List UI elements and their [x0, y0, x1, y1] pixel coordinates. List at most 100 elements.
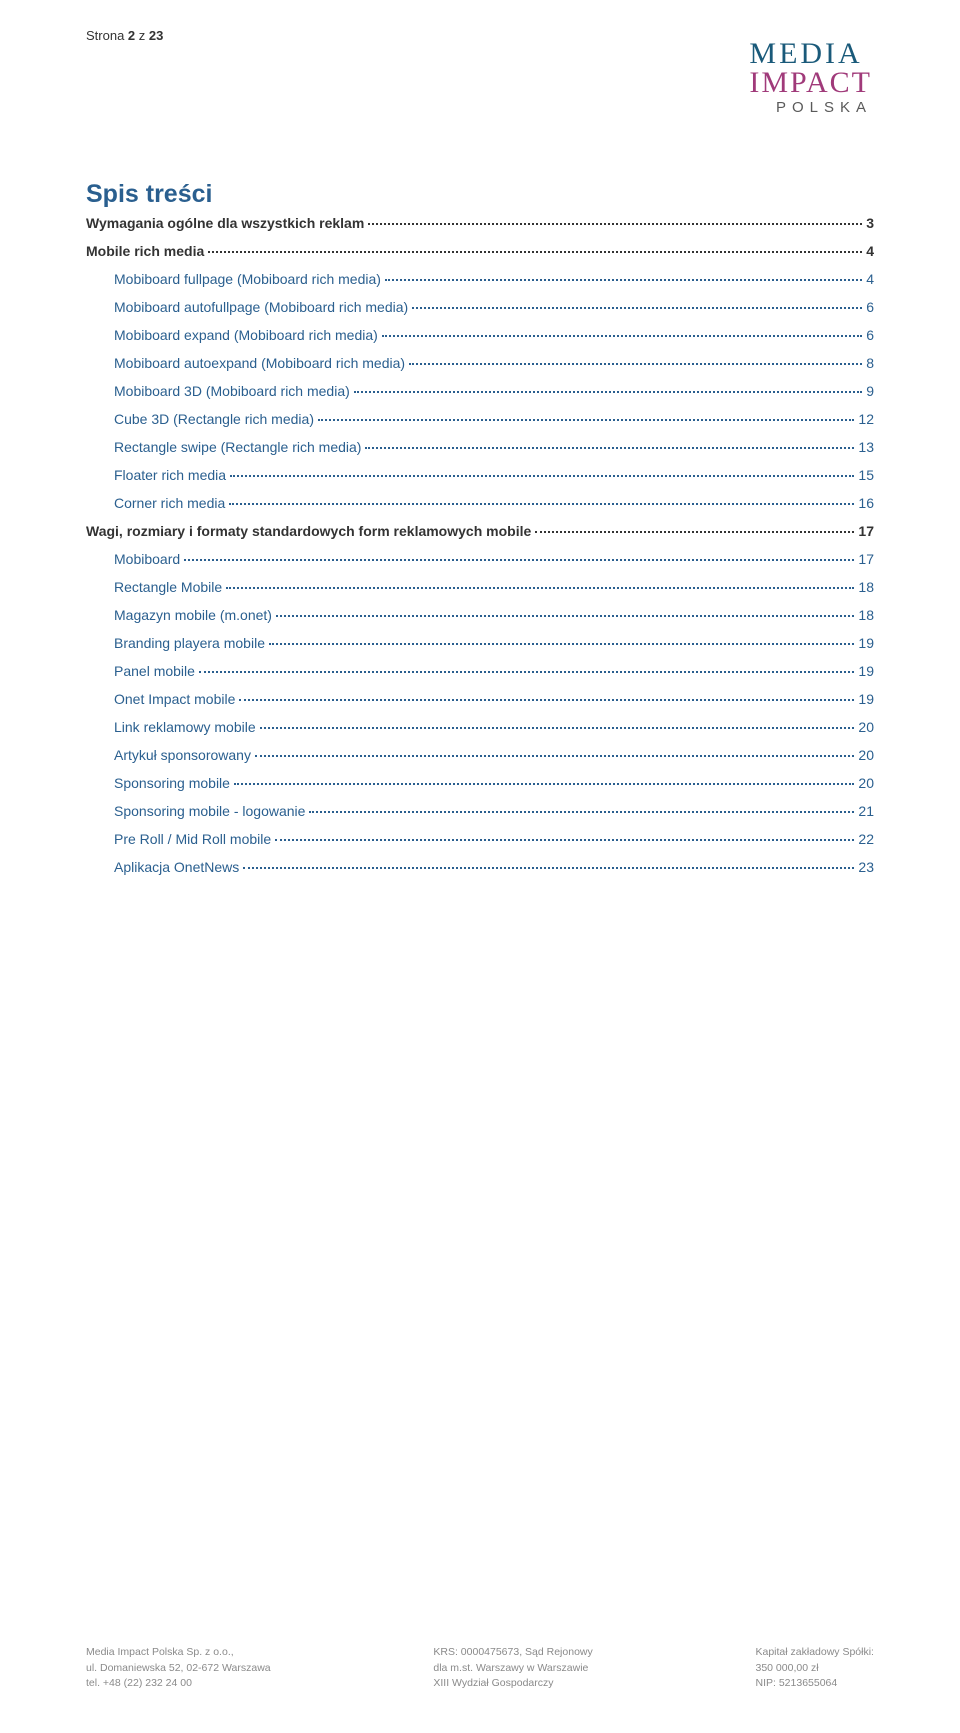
toc-entry-page: 18 — [858, 579, 874, 595]
page-total: 23 — [149, 28, 163, 43]
toc-entry[interactable]: Mobiboard autoexpand (Mobiboard rich med… — [86, 355, 874, 371]
toc-entry-page: 20 — [858, 747, 874, 763]
logo-line-3: POLSKA — [749, 99, 872, 116]
toc-leader-dots — [243, 856, 854, 869]
toc-entry[interactable]: Rectangle Mobile 18 — [86, 579, 874, 595]
toc-entry[interactable]: Artykuł sponsorowany 20 — [86, 747, 874, 763]
toc-leader-dots — [276, 604, 854, 617]
toc-entry-label: Mobiboard fullpage (Mobiboard rich media… — [114, 271, 381, 287]
toc-entry[interactable]: Magazyn mobile (m.onet) 18 — [86, 607, 874, 623]
toc-entry-page: 20 — [858, 775, 874, 791]
toc-entry[interactable]: Cube 3D (Rectangle rich media) 12 — [86, 411, 874, 427]
footer-text: 350 000,00 zł — [756, 1661, 874, 1676]
toc-entry[interactable]: Rectangle swipe (Rectangle rich media) 13 — [86, 439, 874, 455]
toc-entry-label: Artykuł sponsorowany — [114, 747, 251, 763]
footer-text: XIII Wydział Gospodarczy — [433, 1676, 592, 1691]
toc-leader-dots — [208, 240, 862, 253]
toc-entry-page: 23 — [858, 859, 874, 875]
footer-text: dla m.st. Warszawy w Warszawie — [433, 1661, 592, 1676]
toc-entry-label: Mobiboard autoexpand (Mobiboard rich med… — [114, 355, 405, 371]
toc-leader-dots — [255, 744, 854, 757]
toc-entry-label: Floater rich media — [114, 467, 226, 483]
toc-entry[interactable]: Mobiboard expand (Mobiboard rich media)6 — [86, 327, 874, 343]
toc-entry[interactable]: Sponsoring mobile - logowanie 21 — [86, 803, 874, 819]
footer-col-3: Kapitał zakładowy Spółki: 350 000,00 zł … — [756, 1645, 874, 1691]
toc-leader-dots — [409, 352, 862, 365]
toc-entry[interactable]: Floater rich media 15 — [86, 467, 874, 483]
toc-entry-label: Mobile rich media — [86, 243, 204, 259]
toc-entry[interactable]: Mobile rich media 4 — [86, 243, 874, 259]
toc-leader-dots — [230, 464, 854, 477]
footer-text: NIP: 5213655064 — [756, 1676, 874, 1691]
page-header: Strona 2 z 23 — [86, 28, 163, 43]
toc-entry-page: 15 — [858, 467, 874, 483]
toc-leader-dots — [184, 548, 854, 561]
toc-entry[interactable]: Branding playera mobile 19 — [86, 635, 874, 651]
toc-entry-page: 19 — [858, 691, 874, 707]
toc-entry-page: 4 — [866, 243, 874, 259]
toc-entry-label: Magazyn mobile (m.onet) — [114, 607, 272, 623]
toc-entry-label: Branding playera mobile — [114, 635, 265, 651]
toc-entry-page: 20 — [858, 719, 874, 735]
toc-entry-page: 17 — [858, 551, 874, 567]
toc-entry[interactable]: Mobiboard fullpage (Mobiboard rich media… — [86, 271, 874, 287]
toc-entry[interactable]: Aplikacja OnetNews23 — [86, 859, 874, 875]
toc-leader-dots — [535, 520, 854, 533]
toc-leader-dots — [318, 408, 854, 421]
toc-entry-label: Corner rich media — [114, 495, 225, 511]
toc-entry-label: Rectangle Mobile — [114, 579, 222, 595]
toc-entry-label: Mobiboard expand (Mobiboard rich media) — [114, 327, 378, 343]
toc-title: Spis treści — [86, 180, 874, 209]
toc-leader-dots — [275, 828, 854, 841]
toc-entry[interactable]: Mobiboard 3D (Mobiboard rich media)9 — [86, 383, 874, 399]
toc-entry-page: 13 — [858, 439, 874, 455]
logo-line-1: MEDIA — [749, 40, 872, 69]
toc-entry-page: 12 — [858, 411, 874, 427]
toc-entry-page: 21 — [858, 803, 874, 819]
toc-leader-dots — [412, 296, 862, 309]
toc-entry-label: Onet Impact mobile — [114, 691, 235, 707]
toc-entry-page: 22 — [858, 831, 874, 847]
toc-entry-label: Cube 3D (Rectangle rich media) — [114, 411, 314, 427]
toc-leader-dots — [385, 268, 862, 281]
footer-text: Kapitał zakładowy Spółki: — [756, 1645, 874, 1660]
toc-entry-page: 4 — [866, 271, 874, 287]
footer-text: ul. Domaniewska 52, 02-672 Warszawa — [86, 1661, 271, 1676]
toc-entry-label: Mobiboard 3D (Mobiboard rich media) — [114, 383, 350, 399]
logo-line-2: IMPACT — [749, 69, 872, 98]
toc-entry-label: Sponsoring mobile - logowanie — [114, 803, 305, 819]
toc-entry-label: Pre Roll / Mid Roll mobile — [114, 831, 271, 847]
toc-leader-dots — [382, 324, 862, 337]
toc-entry-page: 17 — [858, 523, 874, 539]
toc-entry[interactable]: Mobiboard autofullpage (Mobiboard rich m… — [86, 299, 874, 315]
toc-entry-label: Panel mobile — [114, 663, 195, 679]
toc-leader-dots — [309, 800, 854, 813]
toc-leader-dots — [234, 772, 854, 785]
toc-entry-page: 19 — [858, 635, 874, 651]
toc-entry[interactable]: Corner rich media16 — [86, 495, 874, 511]
toc-entry-page: 18 — [858, 607, 874, 623]
toc-leader-dots — [269, 632, 854, 645]
toc-entry-label: Mobiboard autofullpage (Mobiboard rich m… — [114, 299, 408, 315]
toc-entry[interactable]: Onet Impact mobile 19 — [86, 691, 874, 707]
toc-leader-dots — [199, 660, 854, 673]
toc-leader-dots — [226, 576, 854, 589]
toc-leader-dots — [365, 436, 854, 449]
toc-entry[interactable]: Wymagania ogólne dla wszystkich reklam3 — [86, 215, 874, 231]
toc-entry[interactable]: Pre Roll / Mid Roll mobile 22 — [86, 831, 874, 847]
toc-entry[interactable]: Sponsoring mobile20 — [86, 775, 874, 791]
toc-entry-label: Wymagania ogólne dla wszystkich reklam — [86, 215, 364, 231]
footer-col-2: KRS: 0000475673, Sąd Rejonowy dla m.st. … — [433, 1645, 592, 1691]
toc-entry[interactable]: Mobiboard17 — [86, 551, 874, 567]
page-sep: z — [135, 28, 149, 43]
footer-col-1: Media Impact Polska Sp. z o.o., ul. Doma… — [86, 1645, 271, 1691]
toc-entry[interactable]: Wagi, rozmiary i formaty standardowych f… — [86, 523, 874, 539]
toc-entry-page: 8 — [866, 355, 874, 371]
toc-entry[interactable]: Link reklamowy mobile20 — [86, 719, 874, 735]
toc-entry-label: Rectangle swipe (Rectangle rich media) — [114, 439, 361, 455]
toc-container: Spis treści Wymagania ogólne dla wszystk… — [86, 180, 874, 887]
toc-leader-dots — [239, 688, 854, 701]
footer: Media Impact Polska Sp. z o.o., ul. Doma… — [86, 1645, 874, 1691]
toc-list: Wymagania ogólne dla wszystkich reklam3 M… — [86, 215, 874, 875]
toc-entry[interactable]: Panel mobile19 — [86, 663, 874, 679]
